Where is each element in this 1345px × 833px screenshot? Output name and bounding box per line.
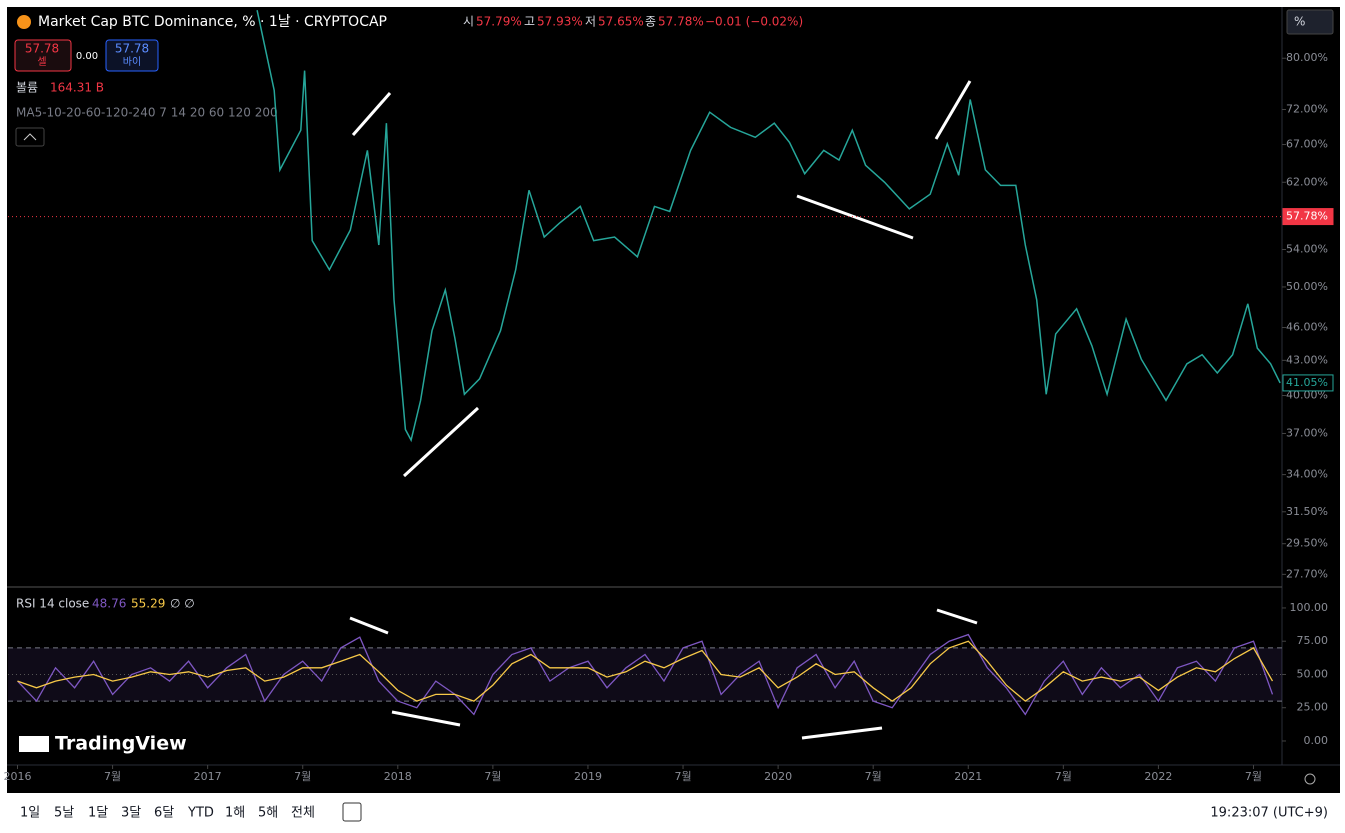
buy-label[interactable]: 바이 bbox=[123, 56, 141, 68]
range-button[interactable]: YTD bbox=[187, 806, 214, 821]
y-tick-label: 37.00% bbox=[1286, 426, 1328, 439]
range-button[interactable]: 6달 bbox=[154, 806, 174, 821]
collapse-icon bbox=[23, 133, 37, 141]
scale-button-label[interactable]: % bbox=[1294, 15, 1305, 29]
range-button[interactable]: 1일 bbox=[20, 806, 40, 821]
y-tick-label: 67.00% bbox=[1286, 138, 1328, 151]
price-tag-label: 57.78% bbox=[1286, 210, 1328, 223]
rsi-last: 55.29 bbox=[131, 597, 165, 611]
x-tick-label: 2022 bbox=[1144, 770, 1172, 783]
x-tick-label: 2019 bbox=[574, 770, 602, 783]
clock: 19:23:07 (UTC+9) bbox=[1210, 806, 1328, 821]
volume-label: 볼륨 bbox=[16, 81, 38, 95]
watermark-logo bbox=[19, 736, 49, 752]
x-tick-label: 7월 bbox=[294, 770, 311, 783]
range-button[interactable]: 1해 bbox=[225, 806, 245, 821]
sell-price[interactable]: 57.78 bbox=[25, 42, 59, 56]
ma-legend: MA5-10-20-60-120-240 7 14 20 60 120 200 bbox=[16, 106, 278, 120]
volume-value: 164.31 B bbox=[50, 81, 104, 95]
range-button[interactable]: 5날 bbox=[54, 806, 74, 821]
x-tick-label: 7월 bbox=[1055, 770, 1072, 783]
date-range-button[interactable] bbox=[342, 802, 362, 822]
x-tick-label: 2018 bbox=[384, 770, 412, 783]
rsi-series bbox=[17, 640, 1274, 702]
price-tag bbox=[1282, 208, 1334, 226]
y-tick-label: 25.00 bbox=[1297, 701, 1329, 714]
range-button[interactable]: 1달 bbox=[88, 806, 108, 821]
bottom-toolbar bbox=[7, 793, 1340, 833]
range-button[interactable]: 5해 bbox=[258, 806, 278, 821]
rsi-last: 48.76 bbox=[92, 597, 126, 611]
ohlc-label: 종 bbox=[645, 15, 656, 29]
y-tick-label: 50.00% bbox=[1286, 280, 1328, 293]
watermark: TradingView bbox=[55, 733, 187, 755]
ohlc-value: 57.78% bbox=[658, 15, 704, 29]
change: −0.01 (−0.02%) bbox=[705, 15, 803, 29]
price-tag-label: 41.05% bbox=[1286, 376, 1328, 389]
range-button[interactable]: 전체 bbox=[291, 806, 315, 821]
buy-button[interactable] bbox=[105, 39, 159, 72]
y-tick-label: 29.50% bbox=[1286, 537, 1328, 550]
price-tag bbox=[1282, 374, 1334, 392]
settings-icon[interactable] bbox=[1304, 773, 1316, 785]
y-tick-label: 100.00 bbox=[1290, 601, 1329, 614]
x-tick-label: 2021 bbox=[954, 770, 982, 783]
rsi-series bbox=[17, 633, 1274, 716]
y-tick-label: 75.00 bbox=[1297, 634, 1329, 647]
coin-logo bbox=[17, 15, 31, 29]
y-tick-label: 46.00% bbox=[1286, 321, 1328, 334]
scale-button[interactable] bbox=[1286, 9, 1334, 35]
sell-label[interactable]: 셀 bbox=[37, 56, 46, 68]
rsi-extra: ∅ ∅ bbox=[170, 597, 195, 611]
ohlc-label: 저 bbox=[585, 15, 596, 29]
chart-background bbox=[7, 7, 1340, 793]
ohlc-value: 57.93% bbox=[537, 15, 583, 29]
y-tick-label: 40.00% bbox=[1286, 389, 1328, 402]
price-line-series bbox=[256, 10, 1281, 443]
y-tick-label: 80.00% bbox=[1286, 51, 1328, 64]
chart-title: Market Cap BTC Dominance, % · 1날 · CRYPT… bbox=[38, 14, 387, 30]
x-tick-label: 2020 bbox=[764, 770, 792, 783]
ohlc-label: 고 bbox=[524, 15, 535, 29]
trendlines bbox=[349, 80, 978, 740]
x-tick-label: 2016 bbox=[4, 770, 32, 783]
ohlc-label: 시 bbox=[463, 15, 474, 29]
x-tick-label: 7월 bbox=[104, 770, 121, 783]
x-tick-label: 7월 bbox=[1245, 770, 1262, 783]
y-tick-label: 31.50% bbox=[1286, 505, 1328, 518]
ohlc-value: 57.65% bbox=[598, 15, 644, 29]
collapse-button[interactable] bbox=[15, 127, 45, 147]
y-tick-label: 27.70% bbox=[1286, 567, 1328, 580]
x-tick-label: 7월 bbox=[484, 770, 501, 783]
ohlc-value: 57.79% bbox=[476, 15, 522, 29]
y-tick-label: 54.00% bbox=[1286, 242, 1328, 255]
y-tick-label: 62.00% bbox=[1286, 175, 1328, 188]
rsi-title: RSI 14 close bbox=[16, 597, 89, 611]
x-tick-label: 7월 bbox=[865, 770, 882, 783]
y-tick-label: 50.00 bbox=[1297, 667, 1329, 680]
y-tick-label: 43.00% bbox=[1286, 353, 1328, 366]
x-tick-label: 7월 bbox=[674, 770, 691, 783]
x-tick-label: 2017 bbox=[194, 770, 222, 783]
spread: 0.00 bbox=[76, 51, 98, 62]
buy-price[interactable]: 57.78 bbox=[115, 42, 149, 56]
y-tick-label: 34.00% bbox=[1286, 468, 1328, 481]
range-button[interactable]: 3달 bbox=[121, 806, 141, 821]
y-tick-label: 72.00% bbox=[1286, 103, 1328, 116]
sell-button[interactable] bbox=[14, 39, 72, 72]
y-tick-label: 0.00 bbox=[1304, 734, 1329, 747]
